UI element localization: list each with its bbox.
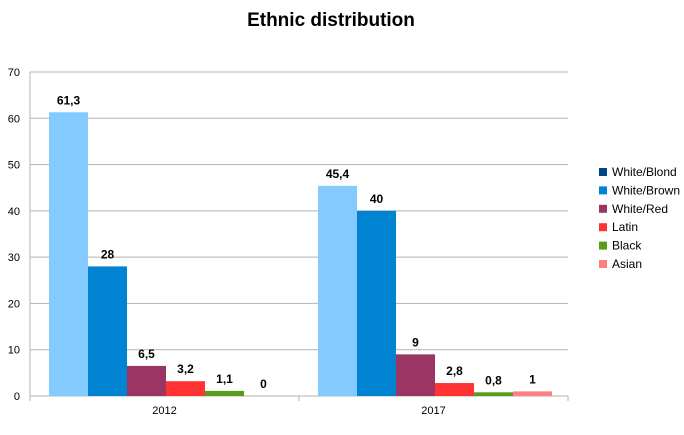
legend-swatch-latin <box>599 223 607 232</box>
bar-white-blond-2017 <box>318 185 357 396</box>
data-label-asian-2017: 1 <box>529 372 536 386</box>
y-tick-label-50: 50 <box>8 160 20 172</box>
y-tick-label-60: 60 <box>8 113 20 125</box>
legend-label-white-blond: White/Blond <box>612 165 677 179</box>
bar-latin-2012 <box>166 381 205 396</box>
data-label-white-brown-2017: 40 <box>370 192 384 206</box>
bar-black-2017 <box>474 392 513 396</box>
legend-label-asian: Asian <box>612 257 642 271</box>
data-label-asian-2012: 0 <box>260 377 267 391</box>
chart-title: Ethnic distribution <box>247 10 415 31</box>
legend-label-latin: Latin <box>612 220 638 234</box>
bar-white-brown-2017 <box>357 210 396 396</box>
bar-white-blond-2012 <box>49 112 88 397</box>
legend-swatch-asian <box>599 260 607 268</box>
legend-label-black: Black <box>612 239 642 253</box>
bar-white-brown-2012 <box>88 266 127 396</box>
data-label-black-2012: 1,1 <box>216 372 233 386</box>
bar-black-2012 <box>205 390 244 396</box>
y-tick-label-20: 20 <box>8 298 20 310</box>
data-label-black-2017: 0,8 <box>485 373 502 387</box>
x-tick-label-2012: 2012 <box>152 405 176 417</box>
x-axis: 2012 2017 <box>29 396 569 417</box>
data-labels: 61,3 28 6,5 3,2 1,1 0 45,4 40 9 2,8 0,8 1 <box>57 93 536 391</box>
y-axis: 0 10 20 30 40 50 60 70 <box>8 67 20 403</box>
y-tick-label-40: 40 <box>8 206 20 218</box>
data-label-latin-2017: 2,8 <box>446 364 463 378</box>
legend-label-white-brown: White/Brown <box>612 183 680 197</box>
legend-swatch-white-brown <box>599 186 607 195</box>
data-label-white-red-2012: 6,5 <box>138 347 155 361</box>
bar-white-red-2012 <box>127 365 166 396</box>
legend-swatch-black <box>599 241 607 250</box>
y-tick-label-30: 30 <box>8 252 20 264</box>
bar-latin-2017 <box>435 383 474 396</box>
data-label-white-blond-2012: 61,3 <box>57 93 81 107</box>
data-label-white-red-2017: 9 <box>412 335 419 349</box>
legend-swatch-white-blond <box>599 168 607 176</box>
bar-asian-2017 <box>513 391 552 396</box>
y-tick-label-0: 0 <box>14 391 20 403</box>
y-tick-label-10: 10 <box>8 345 20 357</box>
x-tick-label-2017: 2017 <box>421 405 445 417</box>
data-label-white-brown-2012: 28 <box>101 247 115 261</box>
legend-label-white-red: White/Red <box>612 202 668 216</box>
y-tick-label-70: 70 <box>8 67 20 79</box>
bar-white-red-2017 <box>396 354 435 396</box>
bars <box>49 112 552 397</box>
data-label-white-blond-2017: 45,4 <box>326 167 350 181</box>
legend-swatch-white-red <box>599 204 607 213</box>
legend: White/Blond White/Brown White/Red Latin Blac… <box>599 165 680 271</box>
data-label-latin-2012: 3,2 <box>177 362 194 376</box>
